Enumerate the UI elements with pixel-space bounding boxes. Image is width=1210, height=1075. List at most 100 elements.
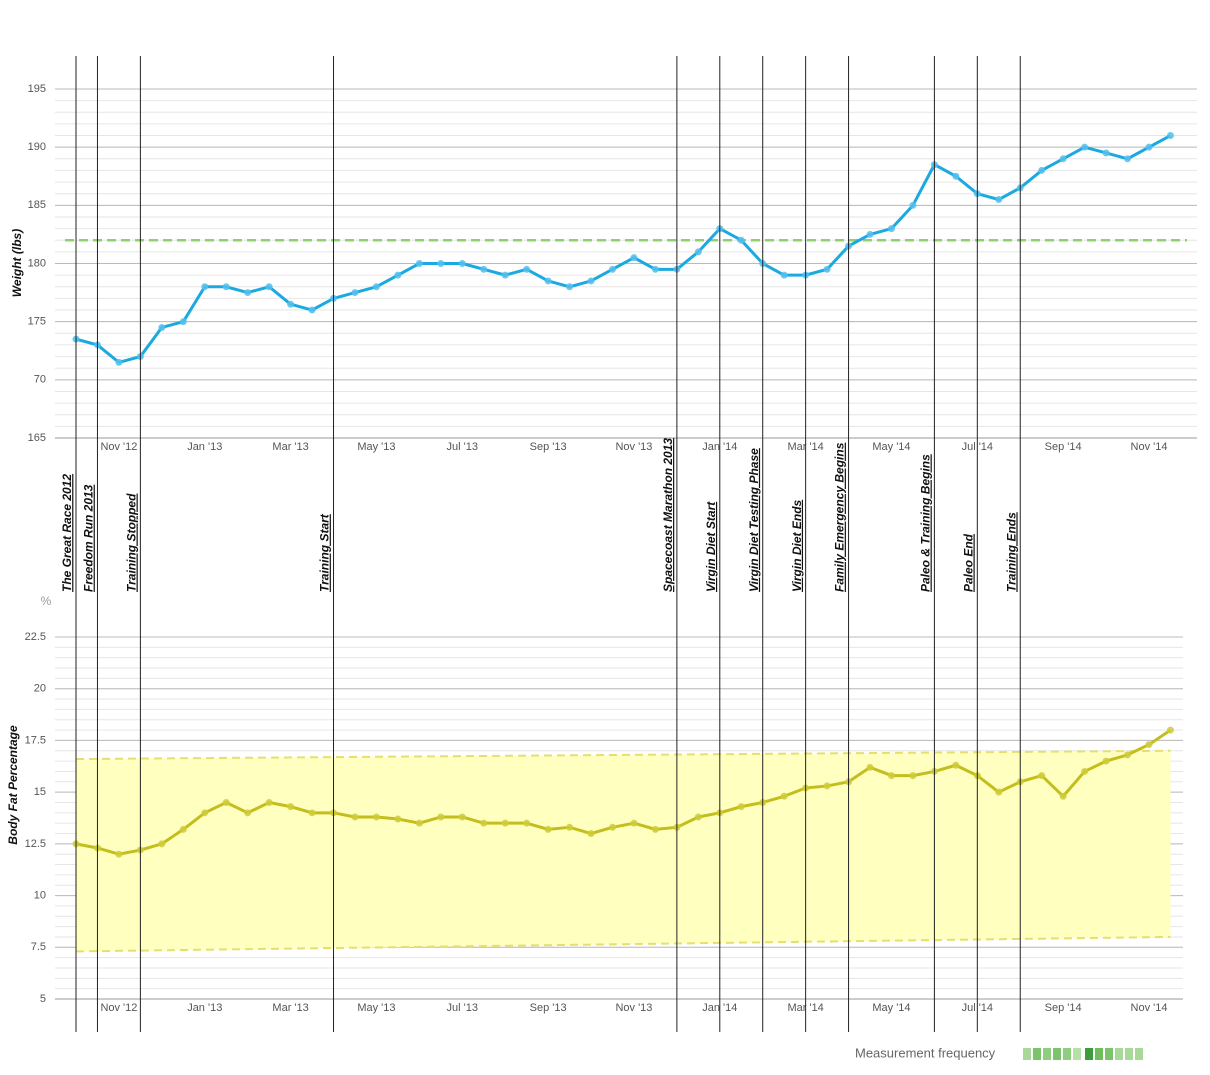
measurement-dot — [1102, 149, 1110, 157]
swatch — [1073, 1048, 1081, 1060]
x-tick-label: Sep '13 — [530, 441, 567, 453]
y-tick-label: 175 — [28, 316, 46, 328]
measurement-dot — [952, 172, 960, 180]
measurement-dot — [1145, 741, 1153, 749]
measurement-dot — [265, 798, 273, 806]
measurement-dot — [179, 825, 187, 833]
y-tick-label: 17.5 — [25, 734, 46, 746]
measurement-dot — [651, 265, 659, 273]
event-label: Training Start — [318, 513, 332, 592]
band-edge — [75, 749, 1171, 761]
measurement-dot — [158, 840, 166, 848]
x-tick-label: Jan '13 — [187, 441, 222, 453]
x-tick-label: May '14 — [872, 1002, 910, 1014]
swatch — [1053, 1048, 1061, 1060]
x-tick-label: May '13 — [357, 1002, 395, 1014]
measurement-dot — [372, 813, 380, 821]
frequency-scale — [1023, 1048, 1143, 1060]
measurement-dot — [694, 813, 702, 821]
swatch — [1095, 1048, 1103, 1060]
measurement-dot — [1166, 132, 1174, 140]
swatch — [1043, 1048, 1051, 1060]
measurement-dot — [287, 300, 295, 308]
y-tick-label: 5 — [40, 993, 46, 1005]
y-axis-label: Body Fat Percentage — [6, 725, 20, 845]
measurement-dot — [394, 815, 402, 823]
swatch — [1033, 1048, 1041, 1060]
swatch — [1125, 1048, 1133, 1060]
measurement-dot — [823, 782, 831, 790]
legend-label: Measurement frequency — [855, 1045, 996, 1060]
measurement-dot — [437, 813, 445, 821]
x-tick-label: Nov '12 — [100, 1002, 137, 1014]
measurement-dot — [737, 236, 745, 244]
y-tick-label: 7.5 — [31, 941, 46, 953]
measurement-dot — [609, 823, 616, 831]
measurement-dot — [1124, 751, 1132, 759]
measurement-dot — [480, 819, 488, 827]
measurement-dot — [566, 283, 574, 291]
measurement-dot — [909, 201, 917, 209]
measurement-dot — [780, 792, 788, 800]
measurement-dot — [415, 260, 423, 267]
measurement-dot — [566, 823, 574, 831]
trend-line — [75, 728, 1172, 856]
swatch — [1023, 1048, 1031, 1060]
y-tick-label: 20 — [34, 683, 46, 695]
measurement-dot — [651, 825, 659, 833]
measurement-dot — [458, 813, 466, 821]
measurement-dot — [437, 260, 445, 267]
y-tick-label: 10 — [34, 889, 46, 901]
event-label: Family Emergency Begins — [833, 442, 847, 592]
y-axis-label: Weight (lbs) — [10, 229, 24, 297]
healthy-band — [76, 750, 1171, 952]
measurement-dot — [265, 283, 273, 291]
x-tick-label: Sep '14 — [1045, 441, 1082, 453]
measurement-dot — [1102, 757, 1110, 765]
x-tick-label: Jan '13 — [187, 1002, 222, 1014]
measurement-dot — [222, 798, 230, 806]
x-tick-label: Nov '14 — [1131, 1002, 1168, 1014]
event-label: Virgin Diet Start — [704, 501, 718, 592]
x-tick-label: Sep '13 — [530, 1002, 567, 1014]
measurement-dot — [866, 230, 874, 238]
trend-line — [75, 134, 1172, 364]
event-label: Freedom Run 2013 — [82, 484, 96, 592]
x-tick-label: Sep '14 — [1045, 1002, 1082, 1014]
swatch — [1085, 1048, 1093, 1060]
measurement-dot — [630, 254, 638, 262]
swatch — [1105, 1048, 1113, 1060]
y-tick-label: 15 — [34, 786, 46, 798]
event-label: Training Ends — [1004, 512, 1018, 592]
measurement-dot — [909, 772, 917, 780]
measurement-dot — [523, 265, 531, 273]
event-label: Paleo & Training Begins — [919, 454, 933, 592]
measurement-dot — [501, 271, 509, 279]
measurement-dot — [995, 788, 1003, 796]
measurement-dot — [995, 196, 1003, 204]
measurement-dot — [737, 803, 745, 811]
y-tick-label: 22.5 — [25, 631, 46, 643]
measurement-dot — [1059, 792, 1067, 800]
measurement-dot — [1166, 726, 1174, 734]
measurement-dot — [1038, 772, 1046, 780]
measurement-dot — [244, 809, 252, 817]
x-tick-label: Nov '14 — [1131, 441, 1168, 453]
measurement-dot — [480, 265, 488, 273]
x-tick-label: Nov '13 — [615, 1002, 652, 1014]
measurement-dot — [1081, 767, 1089, 775]
measurement-dot — [952, 761, 960, 769]
measurement-dot — [351, 289, 359, 297]
measurement-dot — [587, 277, 595, 285]
y-tick-label: 180 — [28, 257, 46, 269]
x-tick-label: Mar '13 — [272, 441, 308, 453]
measurement-dot — [887, 772, 895, 780]
measurement-dot — [351, 813, 359, 821]
swatch — [1063, 1048, 1071, 1060]
unit-label: % — [41, 594, 52, 608]
measurement-dot — [458, 260, 466, 267]
measurement-dot — [523, 819, 531, 827]
measurement-dot — [587, 830, 595, 838]
measurement-dot — [630, 819, 638, 827]
x-tick-label: Jul '13 — [447, 441, 478, 453]
